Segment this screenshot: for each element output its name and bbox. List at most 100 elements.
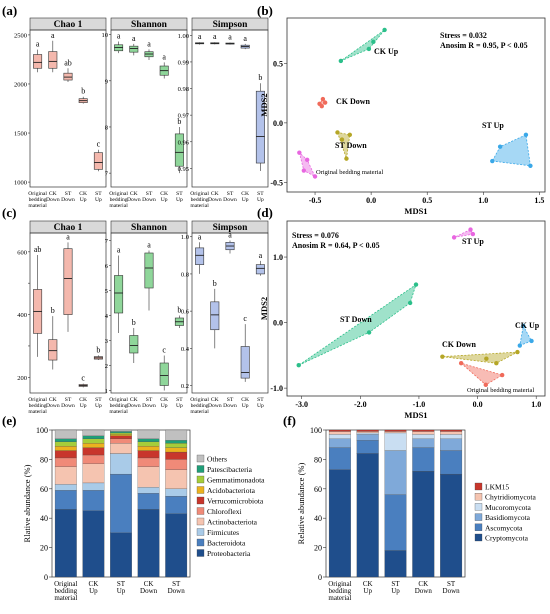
bar-segment <box>137 446 160 451</box>
x-tick-label: CK <box>160 191 168 197</box>
x-tick-label: CK <box>49 191 57 197</box>
bar-segment <box>440 438 463 451</box>
bar-segment <box>328 438 351 448</box>
chart-layer: Chao 11000150020002500aOriginalbeddingma… <box>14 17 546 602</box>
data-point <box>515 349 520 355</box>
significance-letter: a <box>162 52 166 61</box>
data-point <box>382 27 387 33</box>
significance-letter: a <box>117 32 121 41</box>
x-tick-label: CK <box>144 580 154 588</box>
x-tick-label: material <box>190 409 209 415</box>
bar-segment <box>328 431 351 435</box>
y-tick-label: 1.00 <box>178 33 189 40</box>
x-tick-label: CK <box>79 191 87 197</box>
significance-letter: a <box>259 251 263 260</box>
significance-letter: a <box>243 34 247 43</box>
x-tick-label: bedding <box>329 587 352 595</box>
facet-frame <box>191 29 269 188</box>
y-tick-label: 20 <box>314 544 322 553</box>
legend-label: Chloroflexi <box>207 507 242 516</box>
data-point <box>484 356 489 361</box>
x-tick-label: Up <box>363 587 372 595</box>
y-tick-label: 0.2 <box>181 383 189 390</box>
significance-letter: a <box>147 39 151 48</box>
legend-label: LKM15 <box>485 483 509 492</box>
group-hull <box>519 324 533 347</box>
bar-segment <box>110 453 132 475</box>
x-tick-label: Down <box>443 587 461 595</box>
y-tick-label: 1.0 <box>181 234 189 241</box>
bar-segment <box>82 463 105 484</box>
box <box>210 301 220 331</box>
x-tick-label: Up <box>242 403 249 409</box>
data-point <box>451 235 457 240</box>
facet-frame <box>29 29 107 188</box>
x-tick-label: 1.0 <box>531 400 541 409</box>
bar-segment <box>384 494 407 551</box>
bar-segment <box>412 438 435 448</box>
x-tick-label: Up <box>176 197 183 203</box>
bar-segment <box>54 438 77 442</box>
y-tick-label: 60 <box>314 485 322 494</box>
x-tick-label: Up <box>161 403 168 409</box>
group-label: ST Down <box>340 315 372 324</box>
facet-title: Simpson <box>213 20 249 30</box>
bar-segment <box>165 496 188 514</box>
y-tick-label: 0.98 <box>178 86 189 93</box>
plot-frame <box>286 17 546 193</box>
x-tick-label: Up <box>257 197 264 203</box>
y-tick-label: 20 <box>40 544 48 553</box>
significance-letter: b <box>96 345 100 354</box>
plot-frame <box>286 220 546 397</box>
x-tick-label: material <box>190 203 209 209</box>
x-tick-label: material <box>109 409 128 415</box>
box <box>48 339 58 361</box>
bar-segment <box>110 432 132 435</box>
significance-letter: b <box>213 279 217 288</box>
significance-letter: a <box>228 230 232 239</box>
bar-segment <box>137 457 160 467</box>
x-tick-label: Original <box>109 191 128 197</box>
legend-swatch <box>196 475 205 484</box>
bar-segment <box>137 509 160 578</box>
y-tick-label: -1.0 <box>270 384 283 393</box>
significance-letter: b <box>132 318 136 327</box>
y-tick-label: 10 <box>102 32 109 39</box>
y-tick-label: 8 <box>105 124 108 131</box>
bar-segment <box>54 509 77 578</box>
data-point <box>494 361 499 366</box>
panel-label-b: (b) <box>257 3 273 18</box>
x-tick-label: CK <box>241 397 249 403</box>
significance-letter: a <box>132 34 136 43</box>
y-tick-label: 2 <box>105 363 108 370</box>
y-tick-label: 7 <box>105 171 109 178</box>
legend-label: Patescibacteria <box>207 465 253 474</box>
x-tick-label: Down <box>142 403 156 409</box>
legend-swatch <box>196 507 205 515</box>
bar-segment <box>82 510 105 578</box>
y-tick-label: 0.5 <box>273 59 283 68</box>
data-point <box>366 46 372 52</box>
data-point <box>521 323 526 329</box>
significance-letter: a <box>228 33 232 42</box>
data-point <box>344 156 349 161</box>
data-point <box>366 330 372 335</box>
legend-swatch <box>474 493 483 501</box>
box <box>63 72 73 81</box>
group-label: ST Up <box>482 121 504 130</box>
y-tick-label: 40 <box>314 514 322 523</box>
y-tick-label: 0 <box>44 573 48 582</box>
data-point <box>413 282 419 287</box>
y-tick-label: -0.5 <box>270 178 283 187</box>
bar-segment <box>110 434 132 437</box>
bar-segment <box>165 429 188 441</box>
box <box>195 247 205 265</box>
box <box>255 90 265 164</box>
y-tick-label: 200 <box>17 375 27 382</box>
bar-segment <box>356 431 379 434</box>
x-tick-label: Up <box>242 197 249 203</box>
x-tick-label: material <box>28 409 47 415</box>
bar-segment <box>137 487 160 494</box>
bar-segment <box>54 457 77 467</box>
data-point <box>458 361 464 366</box>
